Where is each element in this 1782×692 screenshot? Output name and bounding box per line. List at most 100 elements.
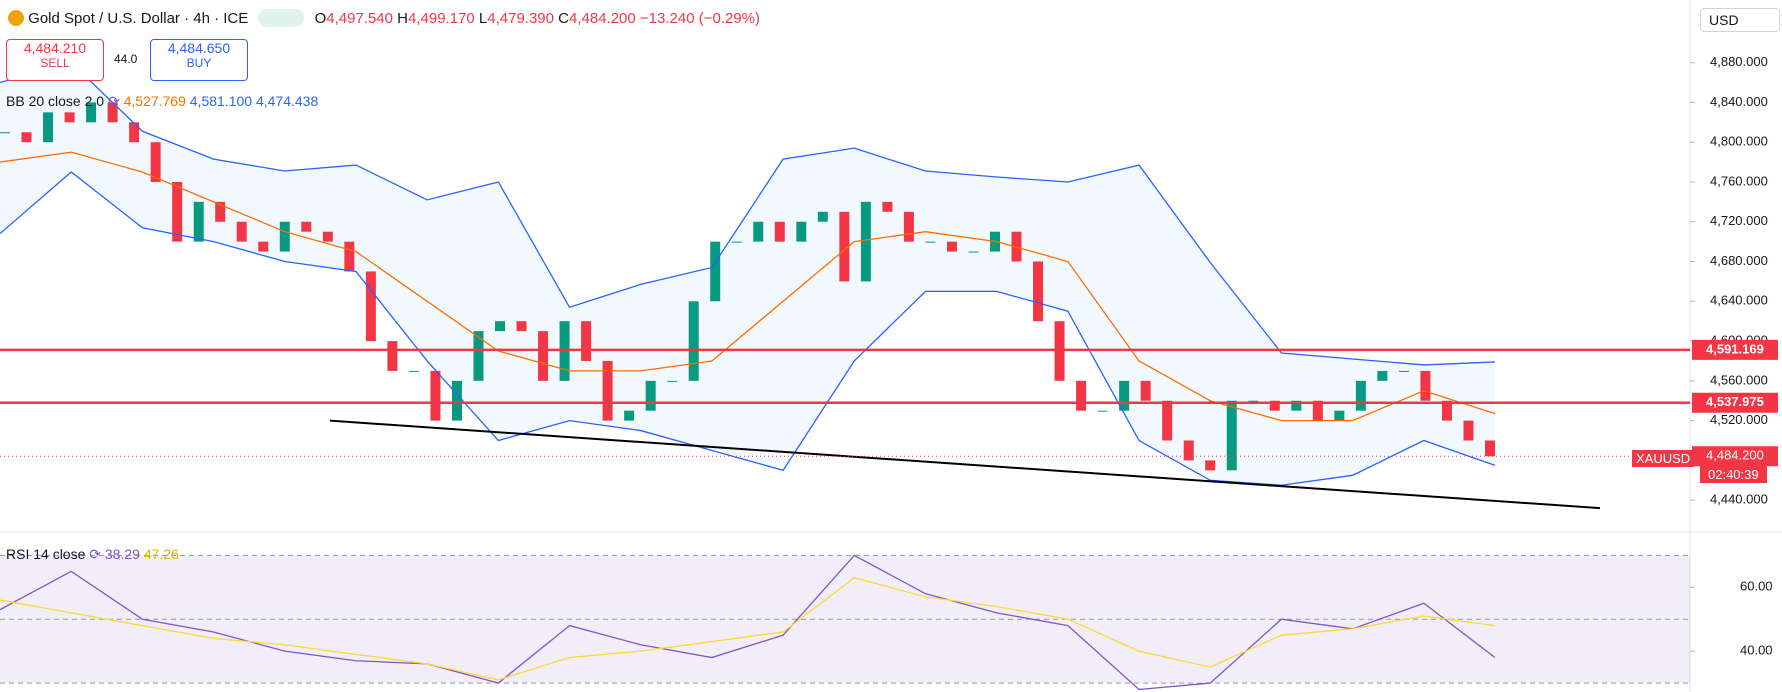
candle	[107, 102, 118, 123]
y-tick-label: 4,640.000	[1710, 293, 1768, 308]
candle	[581, 321, 592, 361]
candle	[430, 370, 441, 421]
ohlc-key: L	[478, 10, 488, 27]
spread: 44.0	[114, 52, 138, 66]
rsi-ma: 47.26	[143, 546, 179, 562]
ohlc-key: H	[397, 10, 409, 27]
ohlc-key: C	[558, 10, 570, 27]
candle	[710, 241, 721, 302]
y-tick-label: 4,720.000	[1710, 213, 1768, 228]
candle	[860, 201, 871, 282]
candle	[645, 380, 656, 411]
candle	[1140, 380, 1151, 401]
candle	[408, 370, 419, 372]
symbol: Gold Spot / U.S. Dollar · 4h · ICE	[28, 10, 249, 27]
candle	[1485, 440, 1495, 457]
candle	[1355, 380, 1366, 411]
bb-lower: 4,474.438	[255, 93, 319, 109]
candle	[473, 331, 484, 381]
candle	[64, 112, 75, 123]
candle	[624, 410, 635, 421]
candle	[903, 211, 914, 242]
candle	[1248, 400, 1259, 402]
currency-select[interactable]: USD	[1700, 8, 1780, 32]
price-tag-label: 4,591.169	[1706, 341, 1764, 356]
candle	[451, 380, 462, 421]
bb-label: BB 20 close 2 0	[6, 93, 105, 109]
symbol-title: Gold Spot / U.S. Dollar · 4h · ICE O 4,49…	[8, 9, 760, 27]
candle	[344, 241, 355, 272]
last-price-label: 4,484.200	[1706, 448, 1764, 463]
candle	[215, 201, 226, 222]
y-tick-label: 40.00	[1740, 643, 1773, 658]
rsi-line	[0, 577, 1496, 681]
candle	[86, 102, 97, 123]
price-tag	[1692, 392, 1778, 413]
candle	[495, 321, 505, 332]
ohlc-key: O	[314, 10, 327, 27]
y-tick-label: 4,880.000	[1710, 54, 1768, 69]
candle	[1119, 380, 1130, 411]
candle	[365, 271, 376, 342]
candle	[1377, 370, 1388, 381]
candle	[1226, 400, 1237, 471]
candle	[1420, 370, 1431, 401]
candle	[602, 360, 613, 421]
candle	[150, 142, 161, 182]
candle	[279, 221, 290, 252]
candle	[1162, 400, 1173, 441]
candle	[731, 241, 742, 243]
symbol-tag: XAUUSD	[1632, 450, 1695, 467]
candle	[667, 380, 678, 382]
ohlc-value: 4,484.200	[569, 10, 636, 27]
candle	[882, 201, 893, 212]
bb-basis: 4,527.769	[123, 93, 186, 109]
candle	[1076, 380, 1087, 411]
y-tick-label: 4,800.000	[1710, 134, 1768, 149]
candle	[387, 341, 398, 371]
sell-button[interactable]: 4,484.210 SELL	[6, 39, 104, 81]
bb-line	[0, 151, 1496, 422]
candle	[516, 321, 527, 332]
candle	[796, 221, 807, 242]
candle	[839, 211, 850, 282]
candle	[236, 221, 247, 242]
y-tick-label: 4,840.000	[1710, 94, 1768, 109]
rsi-value: 38.29	[104, 546, 140, 562]
candle	[258, 241, 269, 252]
candle	[1183, 440, 1194, 461]
price-tag-label: 4,537.975	[1706, 394, 1764, 409]
trend-line	[329, 419, 1601, 510]
candle	[43, 112, 54, 143]
candle	[1291, 400, 1302, 411]
bb-line	[0, 61, 1496, 366]
y-tick-label: 4,680.000	[1710, 253, 1768, 268]
candle	[538, 331, 549, 381]
candle	[1033, 261, 1044, 322]
y-tick-label: 4,440.000	[1710, 492, 1768, 507]
bb-upper: 4,581.100	[189, 93, 253, 109]
candle	[1463, 420, 1474, 441]
buy-label: BUY	[186, 56, 212, 70]
ohlc-value: 4,499.170	[408, 10, 475, 27]
candle	[1334, 410, 1345, 421]
price-tag	[1692, 339, 1778, 360]
candle	[129, 122, 140, 143]
buy-price: 4,484.650	[167, 40, 231, 56]
candle	[817, 211, 828, 222]
price-tag	[1692, 446, 1778, 467]
ohlc-value: 4,479.390	[487, 10, 554, 27]
buy-button[interactable]: 4,484.650 BUY	[150, 39, 248, 81]
countdown: 02:40:39	[1700, 466, 1767, 483]
y-tick-label: 4,520.000	[1710, 412, 1768, 427]
y-tick-label: 60.00	[1740, 579, 1773, 594]
candle	[0, 132, 10, 134]
candle	[925, 241, 936, 243]
candle	[1441, 400, 1452, 421]
y-tick-label: 4,760.000	[1710, 173, 1768, 188]
candle	[1398, 370, 1409, 372]
candle	[968, 251, 979, 253]
candle	[774, 221, 785, 242]
